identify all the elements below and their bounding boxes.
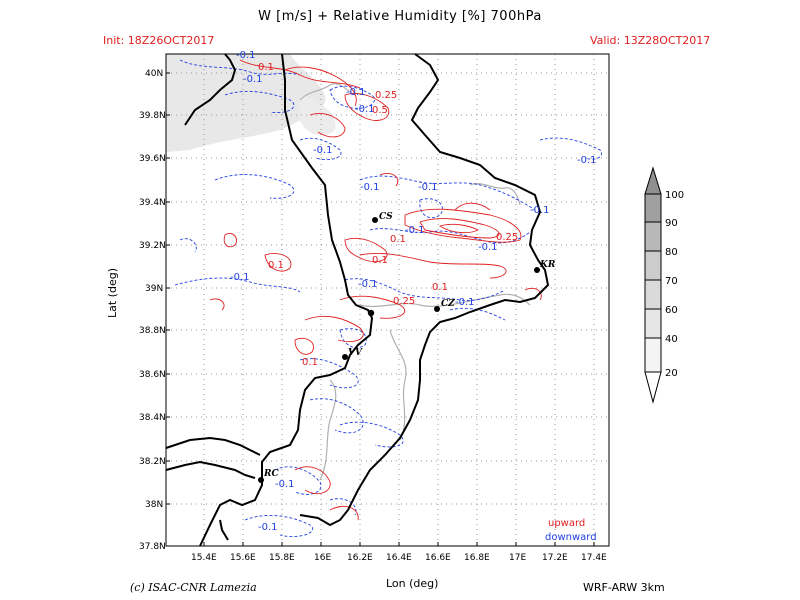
lon-tick: 16.6E xyxy=(425,553,451,563)
colorbar-label: 90 xyxy=(665,218,678,229)
colorbar-bottom-arrow xyxy=(644,371,662,404)
legend-downward: downward xyxy=(545,532,597,543)
contour-label: -0.1 xyxy=(418,182,438,193)
colorbar-label: 100 xyxy=(665,190,684,201)
contour-label: 0.25 xyxy=(393,296,415,307)
contour-label: 0.1 xyxy=(372,255,388,266)
lon-tick: 17.2E xyxy=(542,553,568,563)
contour-label: 0.1 xyxy=(302,357,318,368)
contour-label: -0.1 xyxy=(313,145,333,156)
city-marker-rc xyxy=(258,477,264,483)
lon-tick: 15.8E xyxy=(269,553,295,563)
city-label-vv: VV xyxy=(348,348,363,358)
city-marker-cs xyxy=(372,217,378,223)
contour-label: -0.1 xyxy=(530,205,550,216)
colorbar-top-arrow xyxy=(644,166,662,195)
lat-tick: 39.4N xyxy=(139,198,166,208)
humidity-shading-patch xyxy=(300,95,336,136)
lon-tick: 17E xyxy=(509,553,526,563)
contour-label: -0.1 xyxy=(275,479,295,490)
credit-text: (c) ISAC-CNR Lamezia xyxy=(130,581,257,594)
contour-label: 0.1 xyxy=(268,260,284,271)
chart-title: W [m/s] + Relative Humidity [%] 700hPa xyxy=(258,9,542,24)
contour-label: 0.5 xyxy=(372,105,388,116)
lon-tick: 16.8E xyxy=(464,553,490,563)
plot-frame xyxy=(165,53,610,547)
contour-label: -0.1 xyxy=(358,279,378,290)
contour-label: 0.25 xyxy=(375,90,397,101)
lat-tick: 39.8N xyxy=(139,111,166,121)
legend-upward: upward xyxy=(548,518,585,529)
upward-labels: 0.1 0.25 0.5 0.1 0.1 0.25 0.1 0.25 0.1 0… xyxy=(258,62,518,368)
lon-tick: 16.4E xyxy=(386,553,412,563)
init-time: Init: 18Z26OCT2017 xyxy=(103,34,215,47)
city-marker-vv xyxy=(342,354,348,360)
colorbar-label: 70 xyxy=(665,276,678,287)
lat-tick-labels: 40N 39.8N 39.6N 39.4N 39.2N 39N 38.8N 38… xyxy=(139,69,166,552)
axis-ticks xyxy=(166,72,595,546)
coastline xyxy=(165,53,550,547)
lat-tick: 38N xyxy=(145,500,163,510)
upward-contours xyxy=(209,59,542,521)
contour-label: -0.1 xyxy=(577,155,597,166)
lon-tick-labels: 15.4E 15.6E 15.8E 16E 16.2E 16.4E 16.6E … xyxy=(191,553,607,563)
lon-tick: 16E xyxy=(314,553,331,563)
grid xyxy=(166,54,609,546)
contour-label: -0.1 xyxy=(360,182,380,193)
province-borders xyxy=(299,83,531,481)
lat-tick: 38.4N xyxy=(139,413,166,423)
contour-label: -0.1 xyxy=(478,242,498,253)
lat-tick: 40N xyxy=(145,69,163,79)
lon-tick: 17.4E xyxy=(581,553,607,563)
city-label-rc: RC xyxy=(263,469,279,479)
colorbar-label: 40 xyxy=(665,334,678,345)
x-axis-label: Lon (deg) xyxy=(386,577,439,590)
city-label-kr: KR xyxy=(539,260,556,270)
colorbar: 100 90 80 70 60 40 20 xyxy=(644,166,684,404)
valid-time: Valid: 13Z28OCT2017 xyxy=(590,34,711,47)
lon-tick: 15.4E xyxy=(191,553,217,563)
city-label-cz: CZ xyxy=(441,299,455,309)
lon-tick: 15.6E xyxy=(230,553,256,563)
colorbar-label: 20 xyxy=(665,368,678,379)
contour-label: -0.1 xyxy=(243,74,263,85)
cities: CS KR CZ VV RC xyxy=(258,212,556,483)
contour-label: 0.1 xyxy=(258,62,274,73)
contour-label: 0.25 xyxy=(496,232,518,243)
lat-tick: 38.2N xyxy=(139,457,166,467)
colorbar-label: 60 xyxy=(665,305,678,316)
contour-label: -0.1 xyxy=(230,272,250,283)
y-axis-label: Lat (deg) xyxy=(106,268,119,318)
colorbar-label: 80 xyxy=(665,247,678,258)
contour-label: -0.1 xyxy=(455,297,475,308)
contour-label: 0.1 xyxy=(432,282,448,293)
contour-label: -0.1 xyxy=(346,87,366,98)
contour-label: -0.1 xyxy=(405,225,425,236)
contour-label: -0.1 xyxy=(355,104,375,115)
lat-tick: 39.2N xyxy=(139,241,166,251)
lat-tick: 38.8N xyxy=(139,326,166,336)
city-marker-cz xyxy=(434,306,440,312)
downward-labels: -0.1 -0.1 -0.1 -0.1 -0.1 -0.1 -0.1 -0.1 … xyxy=(230,50,597,533)
lon-tick: 16.2E xyxy=(347,553,373,563)
contour-label: -0.1 xyxy=(258,522,278,533)
contour-label: 0.1 xyxy=(390,234,406,245)
lat-tick: 37.8N xyxy=(139,542,166,552)
lat-tick: 39N xyxy=(145,284,163,294)
contour-label: -0.1 xyxy=(236,50,256,61)
lat-tick: 38.6N xyxy=(139,370,166,380)
model-text: WRF-ARW 3km xyxy=(583,581,665,594)
city-marker-kr xyxy=(534,267,540,273)
city-marker-lamezia xyxy=(367,309,375,317)
lat-tick: 39.6N xyxy=(139,154,166,164)
city-label-cs: CS xyxy=(379,212,393,222)
